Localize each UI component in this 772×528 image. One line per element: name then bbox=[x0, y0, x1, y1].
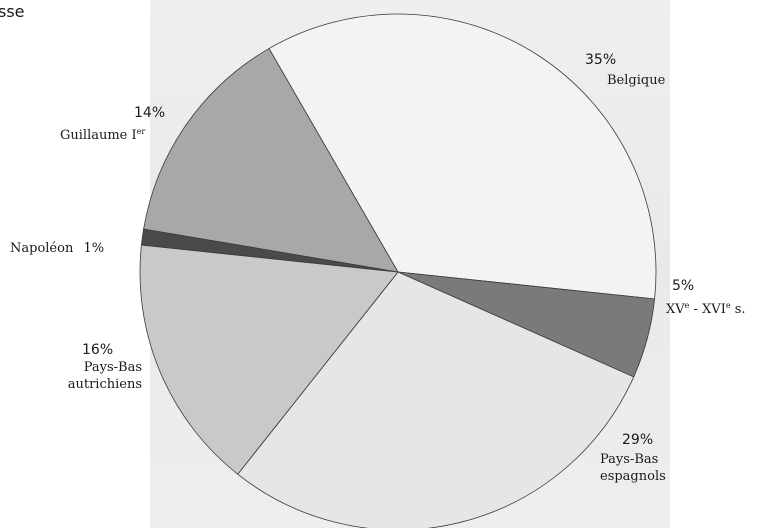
pie-slices bbox=[139, 13, 657, 528]
label-pays-bas-autrichiens: 16% Pays-Bas autrichiens bbox=[48, 342, 142, 393]
pie-slice-guillaume-ier bbox=[143, 48, 399, 273]
label-belgique-pct: 35% bbox=[585, 52, 617, 68]
page-text-fragment: sse bbox=[0, 2, 25, 21]
label-espagnols-pct: 29% bbox=[622, 432, 654, 448]
label-autrichiens-pct: 16% bbox=[82, 342, 114, 358]
pie-slice-belgique bbox=[268, 13, 657, 300]
label-autrichiens-line2: autrichiens bbox=[67, 377, 142, 392]
label-xv-name: XVe - XVIe s. bbox=[666, 301, 746, 317]
label-pays-bas-espagnols: 29% Pays-Bas espagnols bbox=[600, 432, 666, 485]
label-espagnols-line2: espagnols bbox=[600, 469, 666, 484]
label-xv-pct: 5% bbox=[672, 278, 695, 294]
label-napoleon: Napoléon 1% bbox=[10, 240, 104, 257]
label-guillaume-name: Guillaume Ier bbox=[60, 127, 146, 143]
label-guillaume-pct: 14% bbox=[134, 105, 166, 121]
label-napoleon-pct: 1% bbox=[83, 241, 105, 256]
label-guillaume: 14% Guillaume Ier bbox=[60, 105, 165, 144]
label-napoleon-name: Napoléon bbox=[10, 241, 74, 256]
label-belgique: 35% Belgique bbox=[585, 52, 665, 89]
pie-slice-pays-bas-espagnols bbox=[237, 271, 635, 528]
label-autrichiens-line1: Pays-Bas bbox=[83, 360, 142, 375]
pie-slice-pays-bas-autrichiens bbox=[139, 244, 399, 475]
label-xv-xvi: 5% XVe - XVIe s. bbox=[666, 278, 746, 318]
label-espagnols-line1: Pays-Bas bbox=[600, 452, 659, 467]
label-belgique-name: Belgique bbox=[607, 73, 666, 88]
